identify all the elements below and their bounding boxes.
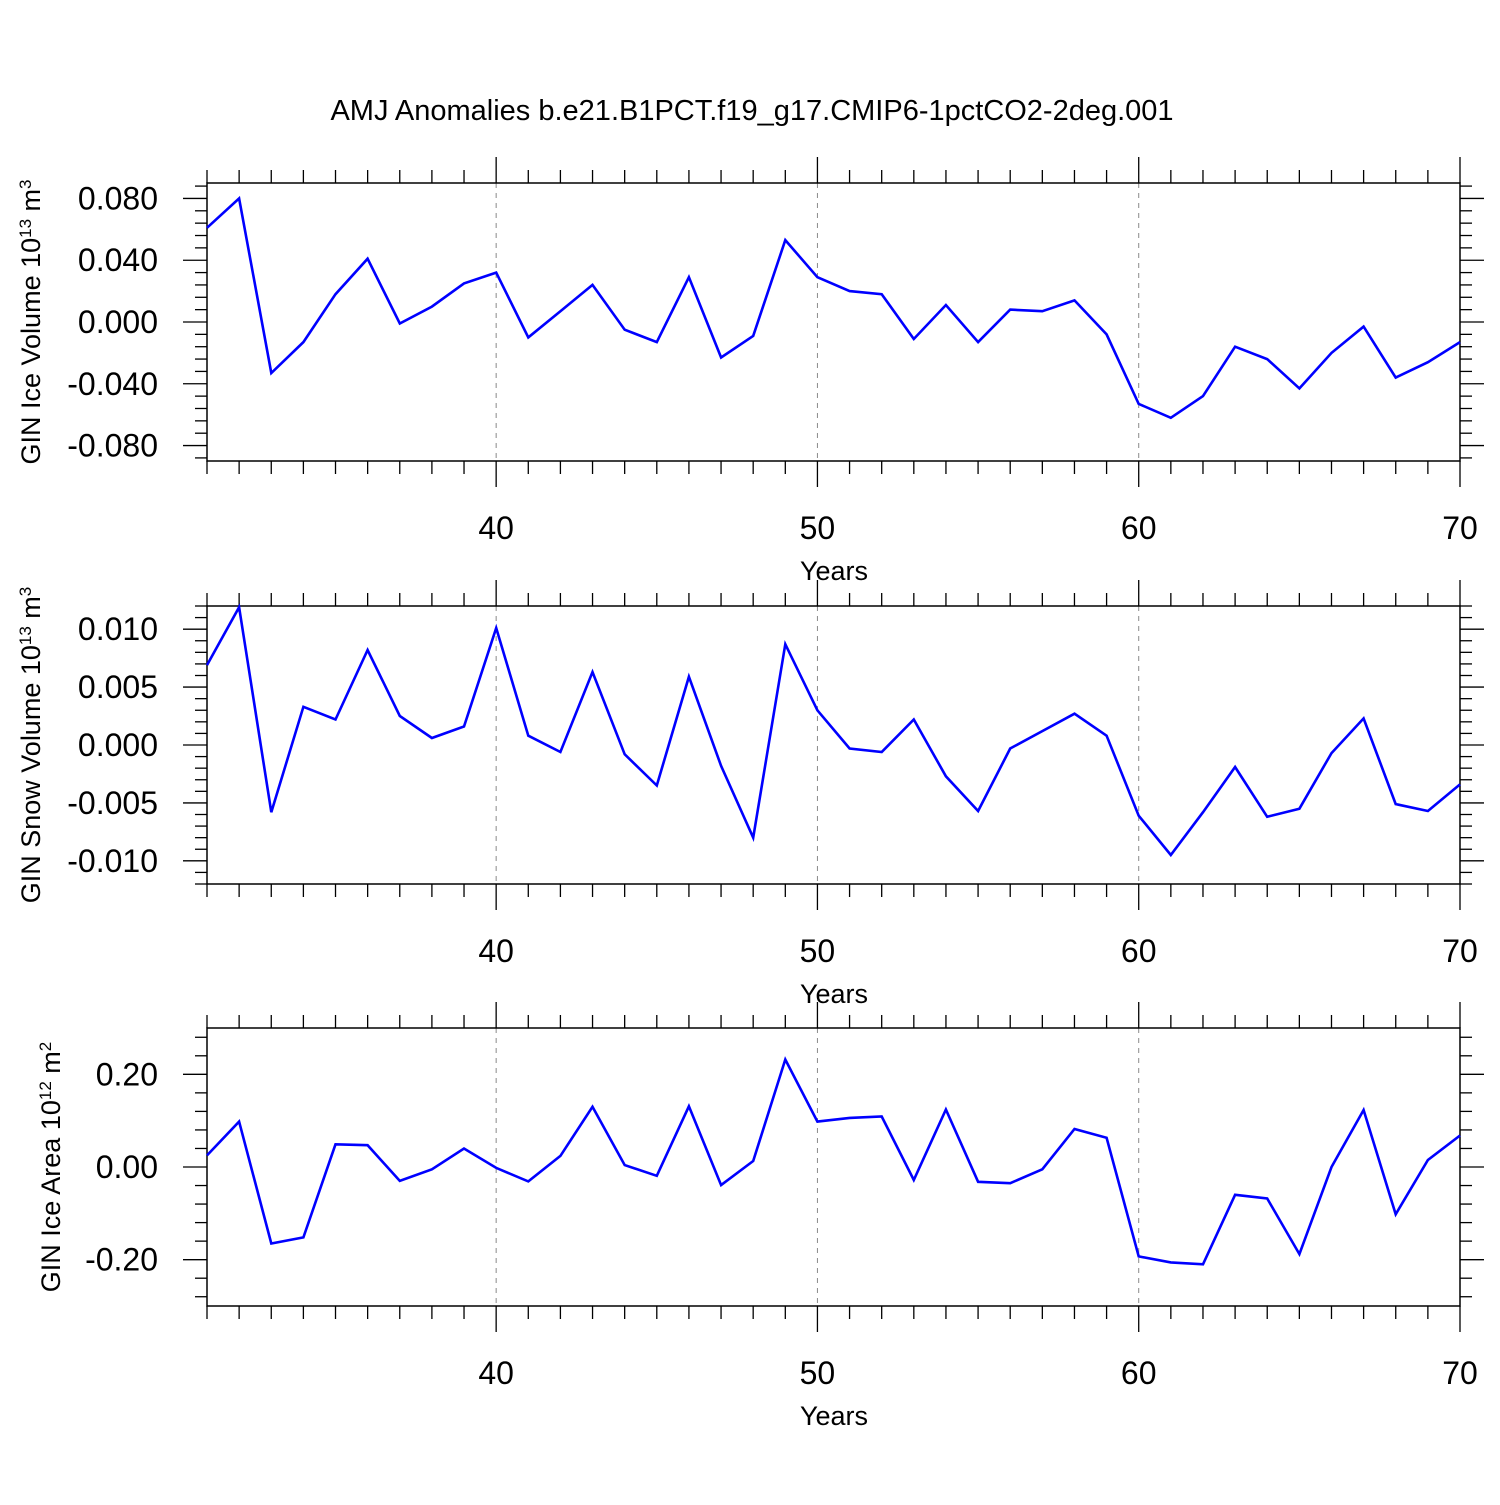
y-axis-label-superscript: 13 <box>16 626 35 645</box>
y-tick-label: 0.00 <box>96 1149 158 1185</box>
x-axis-label: Years <box>800 1401 868 1431</box>
x-tick-label: 70 <box>1442 1355 1478 1391</box>
plot-frame <box>207 183 1460 461</box>
y-tick-label: -0.040 <box>67 366 158 402</box>
y-axis-label-superscript: 3 <box>16 587 35 596</box>
y-tick-label: 0.005 <box>78 669 158 705</box>
y-axis-label-part: m <box>16 189 46 219</box>
x-tick-label: 40 <box>478 1355 514 1391</box>
y-axis-label-superscript: 2 <box>36 1042 55 1051</box>
panel-3: 40 50 60 70 0.20 0.00 -0.20 Years GIN Ice Area 1… <box>36 1002 1484 1431</box>
y-tick-label: -0.010 <box>67 843 158 879</box>
y-axis-label-superscript: 12 <box>36 1081 55 1100</box>
y-tick-label: 0.010 <box>78 611 158 647</box>
plot-frame <box>207 606 1460 884</box>
x-tick-label: 60 <box>1121 1355 1157 1391</box>
x-tick-label: 40 <box>478 933 514 969</box>
y-tick-label: -0.005 <box>67 785 158 821</box>
y-axis-label-superscript: 3 <box>16 179 35 188</box>
x-axis-label: Years <box>800 556 868 586</box>
x-tick-label: 70 <box>1442 933 1478 969</box>
x-axis-label: Years <box>800 979 868 1009</box>
y-axis-label: GIN Snow Volume 1013 m3 <box>16 587 46 904</box>
y-tick-label: -0.20 <box>85 1242 158 1278</box>
y-axis-label: GIN Ice Volume 1013 m3 <box>16 179 46 464</box>
x-tick-label: 40 <box>478 510 514 546</box>
x-tick-label: 50 <box>800 1355 836 1391</box>
y-axis-label-part: GIN Ice Volume 10 <box>16 238 46 465</box>
figure-title: AMJ Anomalies b.e21.B1PCT.f19_g17.CMIP6-… <box>330 95 1173 127</box>
x-tick-label: 60 <box>1121 933 1157 969</box>
y-tick-label: 0.20 <box>96 1056 158 1092</box>
x-tick-label: 50 <box>800 933 836 969</box>
y-axis-label-part: GIN Ice Area 10 <box>36 1100 66 1292</box>
y-axis-label-superscript: 13 <box>16 219 35 238</box>
series-line <box>207 1060 1460 1265</box>
x-tick-label: 60 <box>1121 510 1157 546</box>
y-axis-label-part: GIN Snow Volume 10 <box>16 645 46 903</box>
y-axis-label: GIN Ice Area 1012 m2 <box>36 1042 66 1293</box>
series-line <box>207 607 1460 855</box>
panel-1: 40 50 60 70 0.080 0.040 0.000 -0.040 -0.080 Years… <box>16 157 1484 586</box>
y-tick-label: 0.080 <box>78 180 158 216</box>
panel-2: 40 50 60 70 0.010 0.005 0.000 -0.005 -0.010 Years… <box>16 580 1484 1009</box>
plot-frame <box>207 1028 1460 1306</box>
y-tick-label: 0.000 <box>78 304 158 340</box>
y-tick-label: 0.000 <box>78 727 158 763</box>
y-axis-label-part: m <box>36 1051 66 1081</box>
y-tick-label: -0.080 <box>67 428 158 464</box>
x-tick-label: 50 <box>800 510 836 546</box>
y-axis-label-part: m <box>16 596 46 626</box>
y-tick-label: 0.040 <box>78 242 158 278</box>
series-line <box>207 198 1460 417</box>
x-tick-label: 70 <box>1442 510 1478 546</box>
